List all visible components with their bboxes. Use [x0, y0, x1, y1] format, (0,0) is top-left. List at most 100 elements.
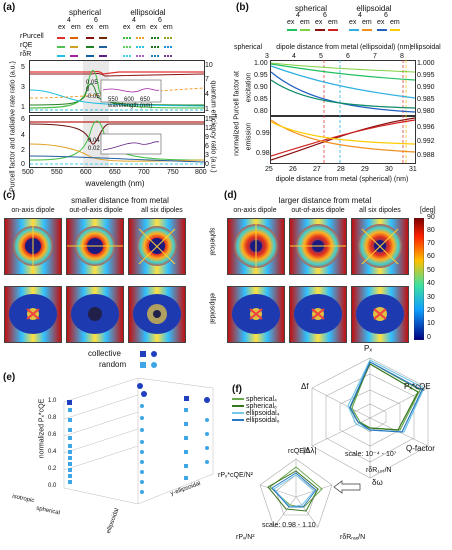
panel-b-legend-ex4: ex	[377, 19, 385, 26]
panel-a-row-rdr: rδR	[20, 51, 32, 58]
panel-b-side-ellipsoidal: ellipsoidal	[410, 44, 441, 51]
panel-f-axis-df: Δf	[301, 382, 309, 391]
panel-a-legend-ex4: ex	[150, 24, 158, 31]
panel-b-rtick-2: 0.995	[417, 72, 435, 79]
panel-b-legend-em4: em	[390, 19, 400, 26]
panel-b-xtick-30: 30	[385, 166, 393, 173]
panel-b-ltick-2: 0.95	[254, 72, 268, 79]
panel-e-collective-4	[184, 396, 189, 401]
panel-a-inset-bot-tick-1: 0.04	[88, 138, 100, 144]
panel-b-xlabel: dipole distance from metal (spherical) (…	[275, 176, 409, 183]
panel-b-curve-top-2	[270, 65, 416, 99]
panel-b-ylabel: normalized Purcell factor at	[233, 71, 241, 156]
panel-e-ztick-1.0: 1.0	[48, 398, 57, 404]
panel-d-map-ellipsoidal-on-axis	[227, 286, 285, 343]
panel-b-legend-spherical: spherical	[294, 4, 327, 13]
panel-a-legend-ex2: ex	[86, 24, 94, 31]
panel-a-ytick-bot-right-9: 9	[205, 134, 209, 141]
panel-a-ytick-bot-right-15: 15	[205, 116, 213, 123]
panel-a-bottom-inset	[100, 133, 162, 155]
panel-b-top-axis-label: dipole distance from metal (ellipsoidal)…	[276, 44, 412, 51]
panel-e-collective-3	[141, 391, 147, 397]
panel-a-ytick-bot-left-4: 4	[21, 132, 25, 139]
panel-b-top-tick-6: 6	[346, 53, 350, 60]
panel-a-inset-bot-tick-2: 0.02	[88, 146, 100, 152]
panel-b-ylabel-bottom: emission	[245, 122, 253, 151]
panel-b-curve-top-3	[270, 71, 416, 113]
panel-e-ztick-0.0: 0.0	[48, 483, 57, 489]
panel-a-ytick-bot-left-0: 0	[21, 161, 25, 168]
panel-a-legend-n4b: 4	[132, 17, 136, 24]
panel-f-big-radar	[311, 357, 429, 479]
panel-f-small-radar	[259, 458, 333, 528]
panel-a-row-rqe: rQE	[20, 42, 33, 49]
panel-e-legend-random: random	[99, 360, 127, 369]
panel-d-map-spherical-all	[351, 218, 409, 275]
panel-e-plot	[63, 378, 214, 505]
panel-b-ltick-5: 0.80	[254, 108, 268, 115]
panel-b-xtick-26: 26	[289, 166, 297, 173]
panel-a-inset-x-600: 600	[124, 97, 135, 103]
panel-c-title: smaller distance from metal	[71, 196, 169, 205]
panel-c-map-ellipsoidal-on-axis	[4, 286, 62, 343]
panel-f-axis-dlambda: |Δλ|	[303, 446, 317, 455]
panel-a-ytick-bot-right-3: 3	[205, 152, 209, 159]
panel-d-map-spherical-out-of-axis	[289, 218, 347, 275]
panel-a-legend-n6b: 6	[158, 17, 162, 24]
panel-d-col-3: all six dipoles	[359, 207, 401, 214]
panel-e-random-col-3	[184, 408, 188, 480]
panel-d-map-ellipsoidal-out-of-axis	[289, 286, 347, 343]
panel-a-ytick-bot-right-12: 12	[205, 125, 213, 132]
panel-f-legend-item-3: ellipsoidal₄	[232, 410, 298, 417]
panel-a-ytick-top-left-3: 3	[21, 84, 25, 91]
panel-a-curve-rpurcell	[30, 70, 204, 75]
panel-b-plot	[270, 60, 416, 164]
panel-a-ytick-top-right-1: 1	[205, 106, 209, 113]
panel-e-collective-2	[137, 383, 143, 389]
panel-f-arrow	[333, 480, 361, 494]
panel-b-xtick-29: 29	[361, 166, 369, 173]
panel-b-curve-bot-4	[270, 121, 416, 145]
panel-f-axis-qfactor: Q-factor	[406, 444, 435, 453]
colorbar-tick-10: 10	[427, 320, 435, 327]
panel-b-legend-n4b: 4	[358, 12, 362, 19]
panel-f-legend: spherical₄ spherical₆ ellipsoidal₄ ellip…	[232, 396, 298, 424]
panel-b-rbtick-1: 0.996	[417, 124, 435, 131]
panel-a-ytick-top-right-7: 7	[205, 76, 209, 83]
panel-e-legend-collective: collective	[88, 349, 121, 358]
panel-b-rtick-1: 1.000	[417, 60, 435, 67]
panel-a-curve-rqe	[29, 69, 205, 109]
panel-f-small-axis-2: rδR₁₀ₜ/N	[366, 467, 392, 474]
panel-a-bottom-frame	[29, 115, 205, 168]
panel-b-xtick-31: 31	[409, 166, 417, 173]
panel-f-small-axis-4: rPₓ/N²	[236, 534, 255, 541]
panel-e-ztick-0.4: 0.4	[48, 449, 57, 455]
panel-f-legend-item-2: spherical₆	[232, 403, 298, 410]
panel-d-map-spherical-on-axis	[227, 218, 285, 275]
panel-b-curve-bot-1	[270, 117, 416, 161]
panel-c-col-3: all six dipoles	[141, 207, 183, 214]
panel-c-col-1: on-axis dipole	[11, 207, 55, 214]
panel-b-top-tick-5: 5	[319, 53, 323, 60]
panel-a-bottom-inset-curve	[102, 141, 160, 151]
panel-b-rtick-5: 0.980	[417, 108, 435, 115]
panel-b-legend-em3: em	[362, 19, 372, 26]
panel-d-label: (d)	[224, 190, 237, 201]
panel-c-col-2: out-of-axis dipole	[69, 207, 123, 214]
panel-a-legend-spherical: spherical	[68, 8, 101, 17]
panel-a-curve-rpurcell-em	[30, 73, 205, 77]
panel-a-top-inset	[100, 79, 162, 103]
panel-b-curve-top-1	[270, 63, 416, 81]
panel-e-ztick-0.6: 0.6	[48, 432, 57, 438]
panel-b-top-tick-4: 4	[292, 53, 296, 60]
panel-e-xlabel-1: spherical	[35, 505, 61, 517]
panel-a-xtick-750: 750	[167, 169, 179, 176]
panel-c-map-spherical-on-axis	[4, 218, 62, 275]
panel-f-big-series-4	[349, 361, 423, 433]
panel-b-ylabel-top: excitation	[245, 72, 253, 103]
colorbar-tick-60: 60	[427, 253, 435, 260]
colorbar-unit: [deg]	[420, 207, 436, 214]
panel-d-col-1: on-axis dipole	[233, 207, 277, 214]
panel-f-big-scale: scale: 10⁻⁴ - 10⁷	[345, 451, 397, 458]
panel-e-random-col-1	[68, 408, 72, 484]
